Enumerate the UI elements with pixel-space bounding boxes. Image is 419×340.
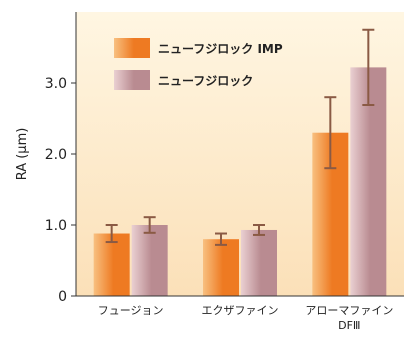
y-tick-label: 2.0 (45, 147, 67, 163)
y-axis-title: RA (μm) (15, 128, 30, 181)
legend-swatch (114, 70, 150, 90)
x-category-label: フュージョン (98, 304, 164, 317)
x-categories-group: フュージョン エクザファイン アローマファイン DFⅢ (98, 304, 394, 332)
y-tick-label: 3.0 (45, 76, 67, 92)
y-tick-label: 1.0 (45, 218, 67, 234)
legend-swatch (114, 38, 150, 58)
legend-label: ニューフジロック IMP (158, 42, 283, 56)
legend-label: ニューフジロック (158, 74, 253, 88)
bar (241, 230, 277, 296)
y-ticks-group: 0 1.0 2.0 3.0 (45, 76, 76, 305)
x-category-label: エクザファイン (202, 304, 279, 317)
bar (132, 225, 168, 296)
bar (203, 239, 239, 296)
y-tick-label: 0 (58, 289, 67, 305)
x-category-label: DFⅢ (338, 319, 360, 332)
x-category-label: アローマファイン (305, 304, 393, 317)
